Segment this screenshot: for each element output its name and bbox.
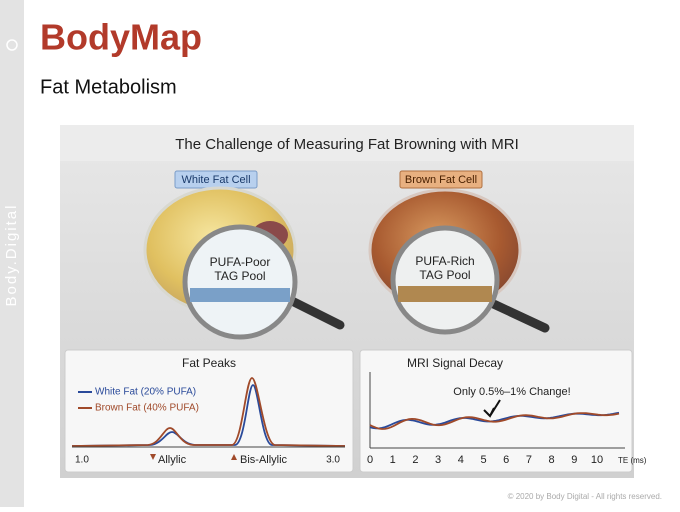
magnifier-handle: [480, 295, 550, 333]
title: BodyMap: [40, 17, 202, 58]
arrow-up: [231, 454, 237, 460]
panel-title: Fat Peaks: [182, 356, 236, 370]
annotation: Only 0.5%–1% Change!: [453, 386, 570, 398]
lens-text: PUFA-Rich: [415, 254, 474, 268]
tick-label: 9: [571, 454, 577, 466]
arrow-down: [150, 454, 156, 460]
subtitle: Fat Metabolism: [40, 76, 177, 98]
tick-label: 4: [458, 454, 464, 466]
tick-label: 10: [591, 454, 603, 466]
figure-title-bar: [60, 125, 634, 161]
brown-decay: [369, 412, 620, 430]
membrane: [190, 288, 290, 302]
logo-icon: [6, 39, 18, 51]
tick-labels: 0 1 2 3 4 5 6 7 8 9 10: [367, 454, 603, 466]
tick-label: 3: [435, 454, 441, 466]
tick-label: 7: [526, 454, 532, 466]
figure-title: The Challenge of Measuring Fat Browning …: [175, 136, 519, 153]
peak-label: Bis-Allylic: [240, 454, 288, 466]
brown-curve: [71, 377, 346, 447]
membrane: [398, 286, 492, 302]
tick-label: 0: [367, 454, 373, 466]
lens-text: TAG Pool: [214, 269, 265, 283]
peak-label: Allylic: [158, 454, 187, 466]
tick-label: 8: [549, 454, 555, 466]
annotation-arrow: [483, 399, 501, 418]
magnifier-lens: [390, 225, 500, 335]
tick-label: 1: [390, 454, 396, 466]
label-box: [399, 170, 483, 189]
legend-entry: Brown Fat (40% PUFA): [95, 403, 199, 414]
tick-label: 5: [480, 454, 486, 466]
panel: [359, 349, 633, 473]
axis-label: 1.0: [75, 455, 89, 466]
panel: [64, 349, 354, 473]
tick-label: 2: [412, 454, 418, 466]
magnifier-lens: [182, 224, 298, 340]
white-curve: [71, 384, 346, 447]
sidebar: [0, 0, 24, 507]
brown-cell-label: Brown Fat Cell: [405, 174, 477, 186]
white-cell-label: White Fat Cell: [181, 174, 250, 186]
lens-text: PUFA-Poor: [210, 255, 271, 269]
axis-unit: TE (ms): [618, 456, 647, 465]
magnifier-handle: [285, 295, 345, 330]
panel-title: MRI Signal Decay: [407, 356, 503, 370]
brand: Body.Digital: [3, 204, 20, 307]
lens-text: TAG Pool: [419, 268, 470, 282]
footer: © 2020 by Body Digital - All rights rese…: [508, 492, 662, 501]
legend-entry: White Fat (20% PUFA): [95, 387, 196, 398]
tick-label: 6: [503, 454, 509, 466]
axis-label: 3.0: [326, 455, 340, 466]
